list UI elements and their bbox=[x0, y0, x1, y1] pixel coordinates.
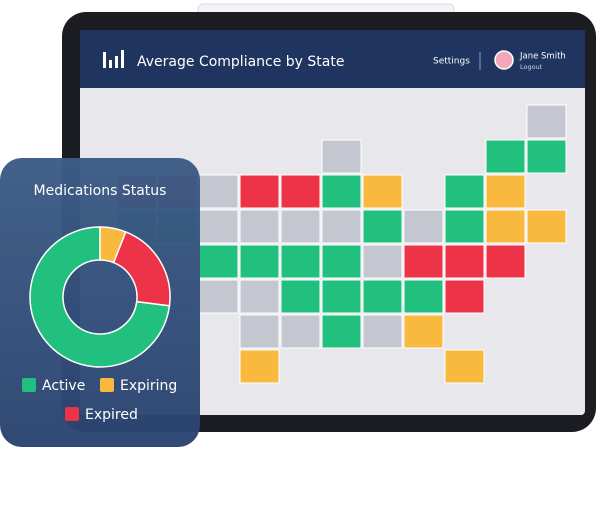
donut-slice bbox=[112, 230, 171, 307]
user-name: Jane Smith bbox=[519, 52, 566, 62]
state bbox=[198, 244, 239, 279]
legend-label: Expiring bbox=[120, 378, 177, 394]
state bbox=[239, 349, 280, 384]
legend-swatch bbox=[65, 407, 79, 421]
state bbox=[403, 279, 444, 314]
logo bbox=[103, 50, 124, 68]
state bbox=[280, 244, 321, 279]
state bbox=[444, 244, 485, 279]
status-card bbox=[0, 158, 200, 447]
state bbox=[280, 174, 321, 209]
state bbox=[239, 314, 280, 349]
state bbox=[321, 314, 362, 349]
legend-label: Expired bbox=[85, 407, 138, 423]
state bbox=[485, 139, 526, 174]
state bbox=[198, 209, 239, 244]
state bbox=[362, 244, 403, 279]
app-title: Average Compliance by State bbox=[137, 54, 344, 70]
state bbox=[526, 139, 567, 174]
state bbox=[198, 174, 239, 209]
avatar[interactable] bbox=[494, 50, 514, 70]
state bbox=[444, 279, 485, 314]
logout-link[interactable]: Logout bbox=[520, 63, 543, 71]
state bbox=[403, 209, 444, 244]
state bbox=[485, 244, 526, 279]
state bbox=[444, 174, 485, 209]
legend-swatch bbox=[22, 378, 36, 392]
state bbox=[362, 209, 403, 244]
state bbox=[280, 279, 321, 314]
card-title: Medications Status bbox=[34, 183, 167, 199]
donut-chart bbox=[29, 226, 171, 368]
legend-label: Active bbox=[42, 378, 85, 394]
state bbox=[280, 209, 321, 244]
state bbox=[362, 174, 403, 209]
state bbox=[403, 244, 444, 279]
state bbox=[239, 174, 280, 209]
state bbox=[526, 104, 567, 139]
settings-link[interactable]: Settings bbox=[433, 57, 470, 67]
state bbox=[362, 279, 403, 314]
state bbox=[526, 209, 567, 244]
state bbox=[280, 314, 321, 349]
state bbox=[321, 279, 362, 314]
state bbox=[321, 209, 362, 244]
state bbox=[485, 209, 526, 244]
state bbox=[321, 139, 362, 174]
donut-slice bbox=[29, 226, 171, 368]
state bbox=[485, 174, 526, 209]
legend: Active Expiring Expired bbox=[22, 378, 177, 423]
legend-swatch bbox=[100, 378, 114, 392]
state bbox=[321, 244, 362, 279]
state bbox=[239, 209, 280, 244]
state bbox=[198, 279, 239, 314]
state bbox=[321, 174, 362, 209]
state bbox=[444, 349, 485, 384]
state bbox=[403, 314, 444, 349]
state bbox=[362, 314, 403, 349]
state bbox=[239, 279, 280, 314]
state bbox=[444, 209, 485, 244]
state bbox=[239, 244, 280, 279]
